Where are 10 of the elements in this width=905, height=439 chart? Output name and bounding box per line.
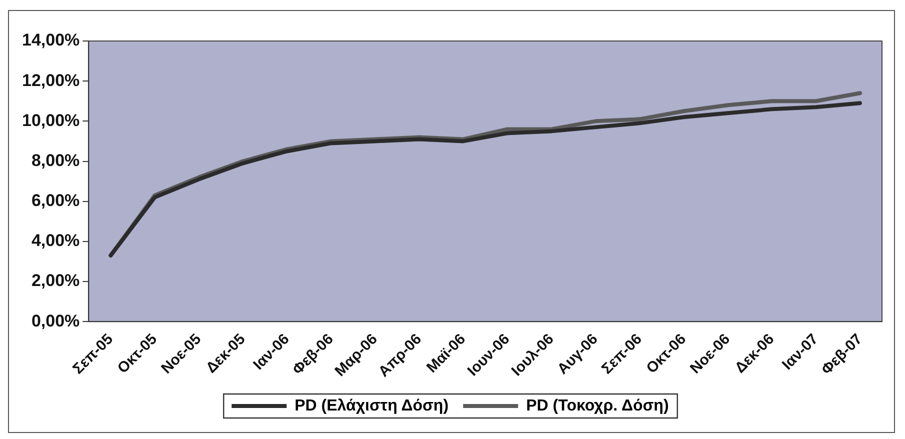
y-tick-label: 6,00% xyxy=(31,191,80,210)
legend-label: PD (Τοκοχρ. Δόση) xyxy=(526,397,669,414)
y-tick-label: 4,00% xyxy=(31,231,80,250)
y-tick-label: 8,00% xyxy=(31,150,80,170)
y-tick-label: 0,00% xyxy=(31,311,80,330)
y-tick-label: 14,00% xyxy=(22,30,80,50)
legend-label: PD (Ελάχιστη Δόση) xyxy=(294,397,449,414)
y-tick-label: 12,00% xyxy=(22,70,80,90)
y-tick-label: 10,00% xyxy=(22,110,80,130)
y-tick-label: 2,00% xyxy=(31,271,80,290)
